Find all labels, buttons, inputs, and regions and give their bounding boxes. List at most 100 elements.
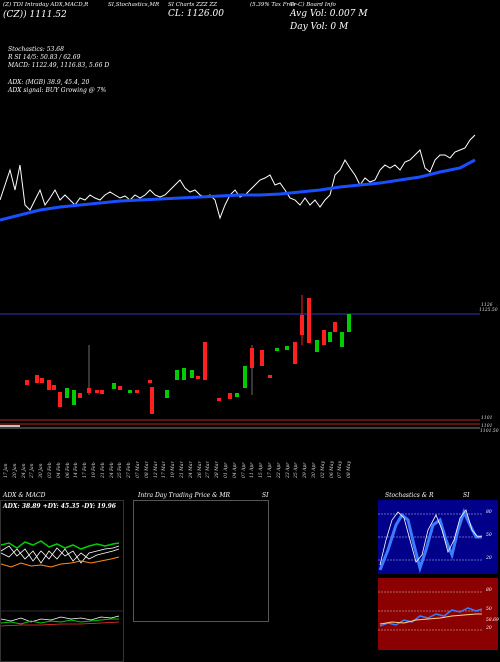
candle — [217, 398, 221, 401]
date-label: 23 Apr — [285, 462, 291, 478]
date-label: 30 Jan — [39, 463, 45, 478]
candle — [72, 390, 76, 405]
price-axis-label: 1125.50 — [479, 308, 498, 313]
candle — [65, 388, 69, 398]
date-label: 20 Jan — [12, 463, 18, 478]
candle — [148, 380, 152, 383]
candle — [293, 342, 297, 364]
avg-volume-label: Avg Vol: 0.007 M — [290, 9, 368, 19]
candle — [40, 378, 44, 383]
stoch-panel-title-2: SI — [463, 492, 470, 499]
candle — [87, 388, 91, 393]
date-label: 03 Feb — [48, 462, 53, 478]
candle — [175, 370, 179, 380]
date-label: 24 Jan — [21, 463, 27, 478]
date-label: 12 Mar — [153, 461, 159, 478]
date-label: 26 Mar — [197, 461, 203, 478]
rsi-level-50: 50 — [486, 607, 492, 612]
date-label: 25 Feb — [118, 462, 124, 478]
candle — [100, 390, 104, 394]
date-label: 22 Apr — [276, 462, 282, 478]
header-title-mid: SI,Stochastics,MR — [108, 2, 160, 8]
date-label: 08 May — [347, 461, 353, 478]
price-axis-label: 1101.50 — [480, 429, 499, 434]
candle — [128, 390, 132, 393]
stoch-level-20: 20 — [486, 556, 492, 561]
stochastics-readout: Stochastics: 53.68 — [8, 46, 64, 53]
candle — [307, 298, 311, 343]
candle — [322, 330, 326, 345]
candle — [203, 342, 207, 380]
moving-average-line — [0, 158, 476, 222]
date-label: 27 Mar — [206, 461, 212, 478]
price-line — [0, 134, 476, 220]
date-label: 04 Feb — [56, 462, 62, 478]
date-label: 30 Apr — [312, 462, 317, 478]
adx-values-label: ADX: 38.89 +DY: 45.35 -DY: 19.96 — [3, 503, 116, 510]
date-label: 06 May — [329, 461, 335, 478]
rsi-panel: 80 50 20 58.69 — [378, 578, 499, 650]
candle — [228, 393, 232, 399]
price-axis-label: 1101 — [481, 424, 493, 429]
candle — [333, 322, 337, 332]
candle — [25, 380, 29, 385]
date-label: 29 Apr — [303, 462, 309, 478]
date-label: 07 Apr — [241, 462, 247, 478]
stoch-level-50: 50 — [486, 533, 492, 538]
adx-signal-readout: ADX signal: BUY Growing @ 7% — [8, 87, 107, 94]
candle — [118, 386, 122, 390]
date-label: 19 Feb — [92, 462, 97, 478]
candle — [285, 346, 289, 350]
candle — [347, 314, 351, 332]
candle — [35, 375, 39, 383]
stoch-panel-title: Stochastics & R — [385, 492, 434, 499]
date-label: 11 Apr — [250, 462, 256, 478]
date-label: 21 Feb — [100, 462, 106, 478]
date-label: 01 Apr — [224, 462, 229, 478]
date-label: 17 Jan — [4, 463, 9, 478]
candle — [190, 370, 194, 378]
candle — [243, 366, 247, 388]
candle — [300, 315, 304, 335]
macd-readout: MACD: 1122.49, 1116.83, 5.66 D — [8, 62, 110, 69]
candle — [135, 390, 139, 393]
adx-panel-title: ADX & MACD — [3, 492, 46, 499]
candle — [235, 393, 239, 397]
date-label: 17 Mar — [162, 461, 168, 478]
header-title-right: (5.39% Tax Free — [250, 2, 296, 8]
header-title-left: (Z) TDI Intraday ADX,MACD,R — [3, 2, 89, 8]
price-axis-label: 1126 — [481, 303, 493, 308]
price-axis-label: 1101 — [481, 416, 493, 421]
header-title-mid2: SI Charts ZZZ ZZ — [168, 2, 217, 8]
adx-readout: ADX: (MGB) 38.9, 45.4, 20 — [8, 79, 90, 86]
date-label: 17 Apr — [268, 462, 273, 478]
candle — [340, 332, 344, 347]
date-label: 15 Apr — [259, 462, 265, 478]
date-label: 14 Feb — [74, 462, 80, 478]
rsi-level-20: 20 — [486, 626, 492, 631]
intraday-panel-title-2: SI — [262, 492, 269, 499]
candle — [165, 390, 169, 398]
date-label: 02 May — [320, 461, 326, 478]
date-label: 17 Feb — [83, 462, 89, 478]
date-label: 07 Mar — [136, 461, 141, 478]
candle — [182, 368, 186, 380]
close-price-label: CL: 1126.00 — [168, 9, 224, 19]
candle — [52, 385, 56, 390]
candle — [260, 350, 264, 366]
candles — [25, 295, 351, 414]
date-label: 06 Feb — [65, 462, 71, 478]
candle — [268, 375, 272, 378]
candle — [150, 387, 154, 414]
header-title-right2: Tr-C) Board Info — [290, 2, 336, 8]
date-label: 24 Feb — [109, 462, 115, 478]
date-label: 08 Mar — [144, 461, 150, 478]
candle — [328, 332, 332, 342]
main-price-chart — [0, 134, 480, 429]
candle — [315, 340, 319, 352]
date-label: 04 Apr — [232, 462, 238, 478]
candle — [58, 392, 62, 407]
intraday-panel — [133, 500, 269, 622]
candle — [47, 380, 51, 390]
date-label: 21 Mar — [180, 461, 185, 478]
